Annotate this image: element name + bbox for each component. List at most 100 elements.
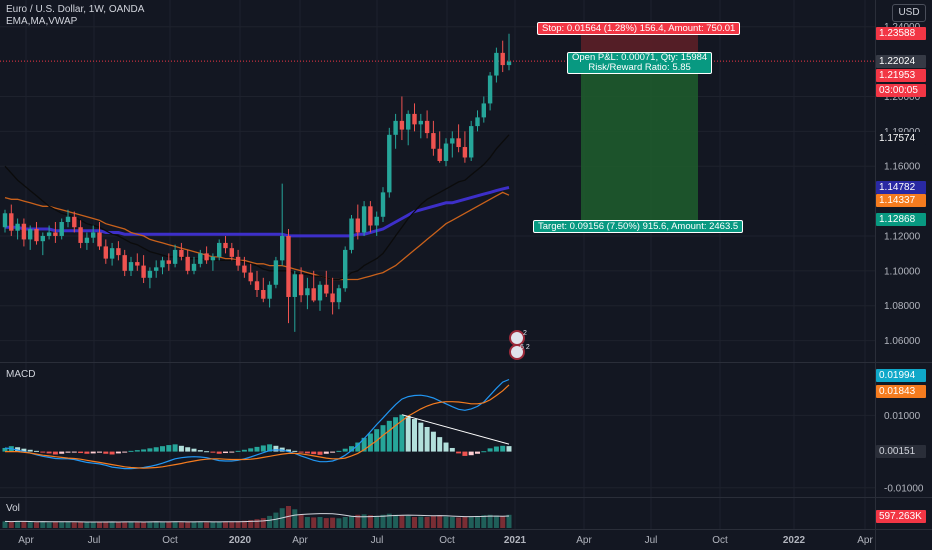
candle-body [355,218,360,233]
price-tick-label: 1.10000 [884,266,921,277]
volume-bar [122,521,128,528]
time-axis[interactable]: Apr Jul Oct 2020 Apr Jul Oct 2021 Apr Jul Oct 2022 A… [18,535,873,546]
time-label: 2022 [783,535,806,546]
time-label: Jul [371,535,384,546]
pnl-label: Open P&L: 0.00071, Qty: 15984 [572,52,708,63]
volume-bar [286,506,291,528]
volume-bar [317,517,323,528]
vwap-line [5,185,510,238]
volume-bar [71,522,77,528]
ema-line [4,134,510,281]
volume-pane[interactable] [2,506,512,528]
economic-event-icon[interactable] [509,344,525,360]
volume-bar [456,517,462,528]
indicator-legend[interactable]: EMA,MA,VWAP [6,16,78,27]
dividend-event-icon[interactable] [509,330,525,346]
volume-bar [46,522,52,528]
candle-body [78,227,83,243]
candle-body [217,242,222,257]
candle-body [424,120,430,134]
candle-body [254,281,260,290]
candle-body [128,262,134,271]
macd-line-tag: 0.01994 [876,369,926,382]
volume-bar [386,513,392,528]
macd-histogram-bar [418,422,424,452]
time-label: 2021 [504,535,527,546]
pnl-box[interactable]: Open P&L: 0.00071, Qty: 15984 Risk/Rewar… [567,52,713,74]
macd-histogram-bar [468,451,474,456]
macd-histogram-bar [487,448,493,452]
macd-histogram-bar [197,450,203,452]
volume-bar [141,522,147,528]
long-position-tool[interactable] [0,33,875,221]
macd-histogram-bar [493,446,499,452]
stop-label[interactable]: Stop: 0.01564 (1.28%) 156.4, Amount: 750… [537,22,741,35]
event-count-a: 2 [523,330,527,337]
time-label: Apr [292,535,308,546]
volume-tag: 597.263K [876,510,926,523]
candle-body [72,216,77,228]
candle-body [2,213,8,228]
target-label[interactable]: Target: 0.09156 (7.50%) 915.6, Amount: 2… [533,220,744,233]
divergence-trendline [401,414,510,445]
candle-body [393,120,398,135]
time-label: Jul [645,535,658,546]
volume-bar [443,516,449,528]
candle-body [462,147,468,158]
candle-body [380,192,386,217]
volume-bar [412,517,417,528]
volume-bar [500,515,506,528]
volume-bar [349,515,354,528]
time-label: Apr [576,535,592,546]
vwap-tag: 1.14782 [876,181,926,194]
volume-bar [59,522,65,528]
macd-histogram-bar [172,444,178,452]
candle-body [267,284,272,299]
candle-body [317,284,323,301]
price-tick-label: 1.20000 [884,92,921,103]
macd-pane[interactable] [2,378,512,470]
signal-line-tag: 0.01843 [876,385,926,398]
macd-histogram-bar [153,447,159,452]
macd-tick-label: -0.01000 [884,483,924,494]
macd-histogram-bar [336,450,342,452]
signal-line [5,384,510,469]
volume-bar [27,522,33,528]
stop-price-tag: 1.23588 [876,27,926,40]
volume-bar [437,515,443,528]
volume-bar [336,518,342,528]
macd-histogram-bar [500,445,506,452]
candle-body [506,61,512,66]
volume-bar [134,522,140,528]
candle-body [210,256,216,261]
volume-bar [449,517,455,528]
price-pane[interactable] [2,33,512,332]
volume-title[interactable]: Vol [6,503,20,514]
macd-histogram-bar [235,450,241,452]
volume-bar [241,520,247,528]
macd-title[interactable]: MACD [6,369,36,380]
macd-histogram-bar [15,447,21,452]
volume-bar [128,521,134,528]
volume-bar [34,522,39,528]
macd-histogram-bar [437,437,443,452]
macd-histogram-bar [399,414,405,452]
volume-bar [40,521,46,528]
candle-body [97,232,102,247]
last-price-tag: 1.21953 [876,69,926,82]
volume-bar [260,518,266,528]
macd-histogram-bar [380,425,386,452]
volume-bar [374,515,380,528]
volume-bar [109,522,115,528]
symbol-title[interactable]: Euro / U.S. Dollar, 1W, OANDA [6,4,145,15]
candle-body [487,75,493,104]
currency-button[interactable]: USD [892,4,926,22]
event-icons[interactable]: 2 6 2 [509,330,530,360]
candle-body [500,52,505,66]
macd-tick-label: 0.01000 [884,411,921,422]
candle-body [349,218,354,250]
macd-histogram-bar [147,448,153,452]
candle-body [103,246,108,259]
macd-histogram-bar [430,431,436,452]
